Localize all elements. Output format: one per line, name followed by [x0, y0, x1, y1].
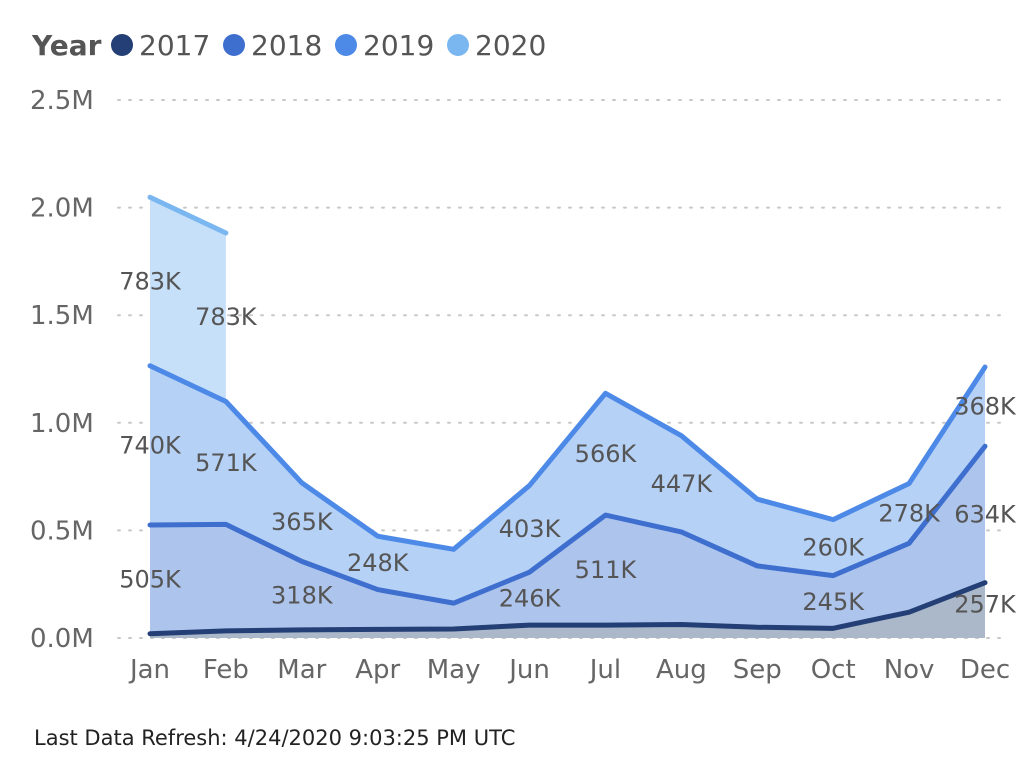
- legend-label-2018: 2018: [251, 29, 322, 62]
- line-2017: [147, 580, 988, 637]
- data-label-2019-Mar: 365K: [271, 508, 334, 536]
- y-tick-label: 1.0M: [30, 409, 94, 439]
- line-2018: [147, 443, 988, 606]
- data-label-2017-Dec: 257K: [954, 591, 1017, 619]
- area-2019: [150, 365, 985, 604]
- area-2018: [150, 446, 985, 634]
- data-label-2019-Dec: 368K: [954, 393, 1017, 421]
- legend-marker-2020: [447, 34, 469, 56]
- x-tick-label-Aug: Aug: [656, 655, 707, 685]
- stacked-area-chart: Year 2017 2018 2019 2020 0.0M 0.5M 1.0M 1.5M 2.0M…: [30, 29, 1017, 685]
- legend-marker-2018: [223, 34, 245, 56]
- data-label-2018-Jul: 511K: [575, 556, 638, 584]
- data-label-2019-Oct: 260K: [802, 534, 865, 562]
- line-2019: [147, 363, 988, 552]
- x-tick-label-Jun: Jun: [507, 655, 550, 685]
- data-label-2020-Jan: 783K: [119, 268, 182, 296]
- area-2020: [150, 197, 226, 402]
- x-tick-label-Jan: Jan: [128, 655, 170, 685]
- last-refresh-text: Last Data Refresh: 4/24/2020 9:03:25 PM …: [34, 726, 516, 750]
- data-label-2018-Mar: 318K: [271, 582, 334, 610]
- x-tick-label-Feb: Feb: [203, 655, 249, 685]
- y-tick-label: 2.5M: [30, 86, 94, 116]
- legend-marker-2019: [335, 34, 357, 56]
- data-label-2018-Dec: 634K: [954, 500, 1017, 528]
- data-label-2019-Nov: 278K: [878, 499, 941, 527]
- legend-title: Year: [31, 29, 102, 62]
- data-label-2018-Jun: 246K: [499, 585, 562, 613]
- y-tick-label: 0.5M: [30, 516, 94, 546]
- y-tick-label: 1.5M: [30, 301, 94, 331]
- data-label-2019-Feb: 571K: [195, 449, 258, 477]
- data-label-2019-Jan: 740K: [119, 431, 182, 459]
- legend-label-2020: 2020: [475, 29, 546, 62]
- line-2020: [147, 194, 229, 236]
- x-tick-label-Oct: Oct: [811, 655, 856, 685]
- data-label-2018-Jan: 505K: [119, 565, 182, 593]
- legend-label-2017: 2017: [139, 29, 210, 62]
- y-tick-label: 0.0M: [30, 624, 94, 654]
- data-label-2019-Aug: 447K: [651, 470, 714, 498]
- legend-marker-2017: [111, 34, 133, 56]
- x-tick-label-Jul: Jul: [588, 655, 621, 685]
- y-tick-label: 2.0M: [30, 194, 94, 224]
- x-tick-label-Nov: Nov: [884, 655, 935, 685]
- legend-label-2019: 2019: [363, 29, 434, 62]
- x-tick-label-Mar: Mar: [277, 655, 326, 685]
- x-tick-label-Sep: Sep: [733, 655, 782, 685]
- data-label-2019-Apr: 248K: [347, 549, 410, 577]
- data-label-2020-Feb: 783K: [195, 303, 258, 331]
- x-tick-label-May: May: [427, 655, 481, 685]
- data-label-2018-Oct: 245K: [802, 588, 865, 616]
- x-tick-label-Dec: Dec: [960, 655, 1010, 685]
- x-tick-label-Apr: Apr: [355, 655, 400, 685]
- data-label-2019-Jun: 403K: [499, 515, 562, 543]
- data-label-2019-Jul: 566K: [575, 440, 638, 468]
